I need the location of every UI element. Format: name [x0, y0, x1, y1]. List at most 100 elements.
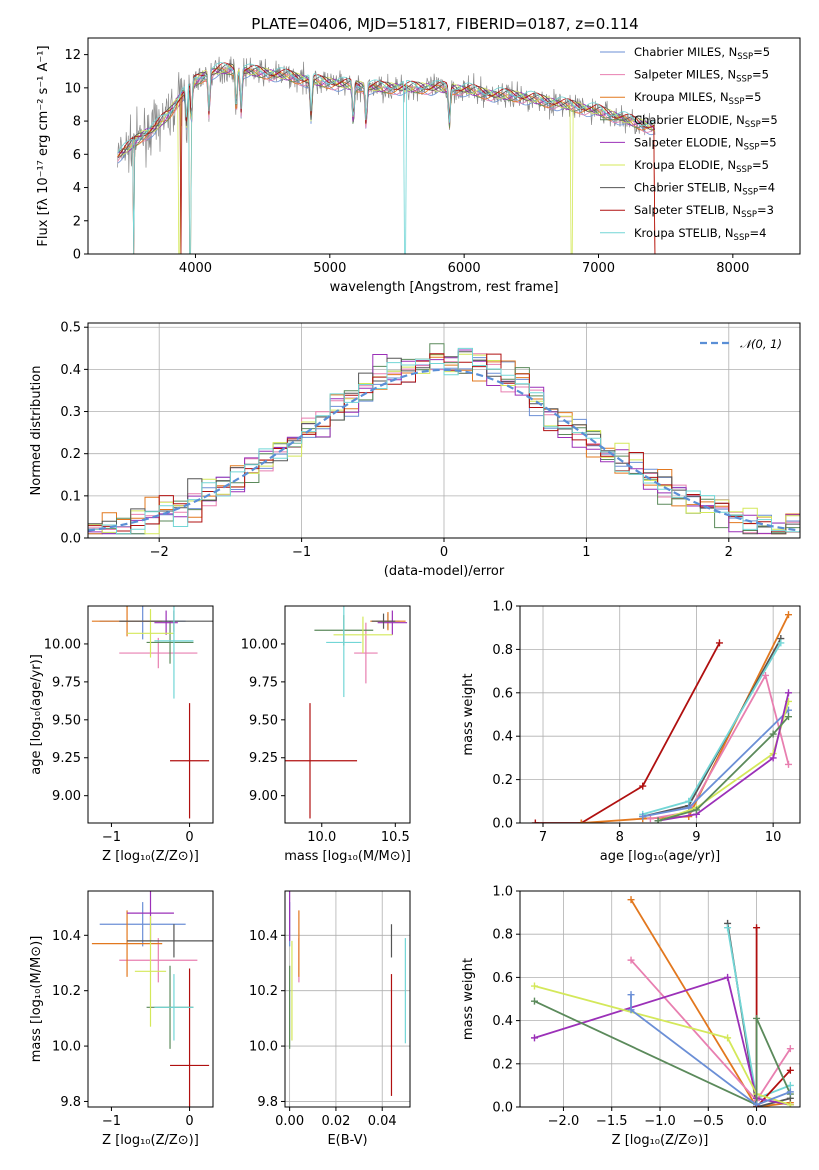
histogram-lines: [88, 343, 800, 535]
spectrum-lines: [117, 56, 656, 254]
data-point-marker: [531, 819, 539, 823]
model-spectrum-line: [117, 67, 656, 254]
data-point-marker: [786, 1101, 794, 1107]
data-point-marker: [530, 997, 538, 1005]
data-point-marker: [724, 1034, 732, 1042]
x-axis-label: (data-model)/error: [384, 564, 505, 579]
y-tick-label: 9.75: [52, 675, 81, 690]
mass-weight-line: [630, 899, 791, 1107]
mass-weight-line: [630, 994, 791, 1106]
y-tick-label: 0.4: [60, 363, 81, 378]
y-tick-label: 0.8: [492, 928, 513, 943]
axes-frame: [87, 37, 801, 255]
y-tick-label: 9.25: [52, 751, 81, 766]
y-axis-label: mass weight: [461, 958, 476, 1040]
mass-weight-vs-age-chart: 7 8 9 10 0.0 0.2 0.4 0.6 0.8 1.0 age [log₁₀(age/yr…: [461, 600, 801, 864]
y-tick-label: 0.1: [60, 489, 81, 504]
data-point-marker: [786, 1045, 794, 1053]
legend-label: 𝒩(0, 1): [740, 337, 782, 351]
y-tick-label: 2: [73, 214, 81, 229]
y-axis-label: Flux [fλ 10⁻¹⁷ erg cm⁻² s⁻¹ A⁻¹]: [36, 45, 51, 246]
data-point-marker: [639, 782, 647, 790]
y-tick-label: 1.0: [492, 600, 513, 615]
x-tick-label: 0.0: [746, 1114, 767, 1129]
data-point-marker: [784, 760, 792, 768]
x-tick-label: 7000: [582, 261, 615, 276]
x-tick-label: −0.5: [692, 1114, 724, 1129]
data-point-marker: [685, 797, 693, 805]
y-tick-label: 9.25: [249, 751, 278, 766]
mass-vs-extinction-chart: 0.00 0.02 0.04 9.8 10.0 10.2 10.4 E(B-V): [249, 890, 411, 1148]
legend-label: Salpeter MILES, NSSP=5: [634, 68, 769, 85]
x-axis-label: Z [log₁₀(Z/Z⊙)]: [102, 849, 199, 864]
y-tick-label: 0.0: [492, 817, 513, 832]
x-tick-label: 0.04: [368, 1114, 397, 1129]
data-point-marker: [530, 982, 538, 990]
y-tick-label: 0.2: [492, 1057, 513, 1072]
plot-area: [531, 611, 792, 823]
y-tick-label: 0.0: [60, 532, 81, 547]
legend-label: Chabrier ELODIE, NSSP=5: [634, 113, 778, 130]
mass-weight-line: [534, 1000, 792, 1107]
legend: 𝒩(0, 1): [700, 337, 782, 351]
data-point-marker: [692, 806, 700, 814]
y-tick-label: 9.50: [249, 713, 278, 728]
axes-frame: [284, 890, 411, 1108]
x-tick-label: 2: [725, 545, 733, 560]
data-point-marker: [753, 924, 761, 932]
x-tick-label: 10: [765, 830, 782, 845]
x-tick-label: 1: [582, 545, 590, 560]
plot-area: [289, 891, 406, 1096]
mass-weight-line: [642, 638, 782, 818]
x-tick-label: −1: [102, 830, 121, 845]
x-tick-label: −1: [292, 545, 311, 560]
data-point-marker: [784, 611, 792, 619]
x-tick-label: 6000: [448, 261, 481, 276]
legend: Chabrier MILES, NSSP=5 Salpeter MILES, NS…: [600, 45, 778, 243]
y-tick-label: 0.5: [60, 321, 81, 336]
legend-label: Chabrier MILES, NSSP=5: [634, 45, 770, 62]
y-tick-label: 8: [73, 115, 81, 130]
y-tick-label: 10.00: [241, 637, 278, 652]
x-tick-label: 5000: [313, 261, 346, 276]
mass-weight-line: [657, 716, 790, 822]
x-tick-label: 7: [539, 830, 547, 845]
y-tick-label: 0.6: [492, 971, 513, 986]
data-point-marker: [769, 754, 777, 762]
x-axis-label: age [log₁₀(age/yr)]: [600, 849, 721, 864]
plot-area: [530, 896, 794, 1107]
y-tick-label: 10.0: [52, 1040, 81, 1055]
x-tick-label: −1.0: [644, 1114, 676, 1129]
errorbar-group: [285, 606, 408, 819]
y-tick-label: 10: [64, 81, 81, 96]
residual-histogram-chart: −2 −1 0 1 2 0.0 0.1 0.2 0.3 0.4 0.5 (data-model)/er…: [29, 321, 801, 579]
data-point-marker: [646, 815, 654, 823]
data-point-marker: [724, 924, 732, 932]
data-point-marker: [786, 1088, 794, 1096]
data-point-marker: [715, 639, 723, 647]
data-point-marker: [530, 1034, 538, 1042]
errorbar-group: [91, 891, 213, 1107]
x-tick-label: 8: [616, 830, 624, 845]
axes-frame: [87, 605, 214, 824]
normal-distribution-curve: [88, 368, 800, 532]
age-vs-mass-chart: 10.0 10.5 9.00 9.25 9.50 9.75 10.00 mass [log₁₀…: [241, 605, 411, 864]
y-tick-label: 0.8: [492, 643, 513, 658]
y-tick-label: 1.0: [492, 885, 513, 900]
plot-area: [285, 606, 408, 819]
data-point-marker: [769, 730, 777, 738]
x-tick-label: 10.5: [381, 830, 410, 845]
data-point-marker: [761, 671, 769, 679]
y-tick-label: 9.00: [249, 789, 278, 804]
data-point-marker: [577, 819, 585, 823]
axes-frame: [87, 890, 214, 1108]
age-vs-metallicity-chart: −1 0 9.00 9.25 9.50 9.75 10.00 Z [log₁₀(Z/Z⊙)] a…: [29, 605, 214, 864]
y-tick-label: 0.4: [492, 730, 513, 745]
y-axis-label: mass weight: [461, 673, 476, 755]
data-point-marker: [627, 991, 635, 999]
data-point-marker: [724, 973, 732, 981]
x-axis-label: wavelength [Angstrom, rest frame]: [330, 280, 559, 295]
series-group: [531, 611, 792, 823]
legend-label: Salpeter STELIB, NSSP=3: [634, 203, 774, 220]
